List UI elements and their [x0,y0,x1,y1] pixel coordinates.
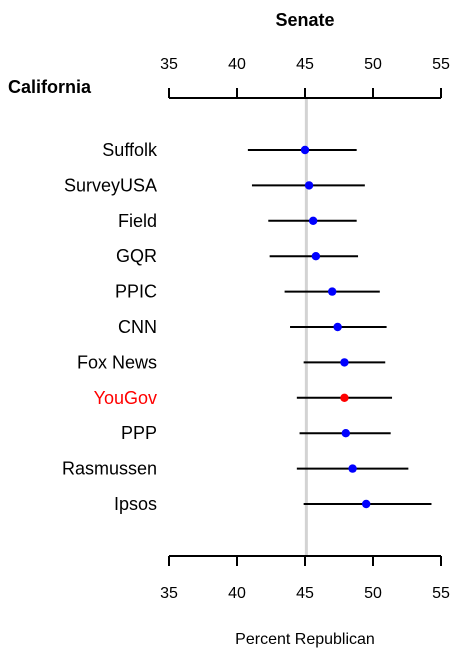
estimate-point [311,252,321,261]
pollster-label: Suffolk [102,140,158,160]
estimate-point [340,393,349,402]
bottom-axis-tick-label: 50 [364,585,382,602]
bottom-axis-tick-label: 40 [228,585,246,602]
estimate-point [362,499,371,509]
top-axis-tick-label: 50 [364,56,382,73]
pollster-label: Fox News [77,352,157,372]
bottom-axis-tick-label: 35 [160,585,178,602]
estimate-point [304,181,314,190]
pollster-label: Ipsos [114,494,157,514]
estimate-point [340,358,349,367]
chart-title: Senate [275,10,334,30]
top-axis-tick-label: 40 [228,56,246,73]
bottom-axis-tick-label: 45 [296,585,314,602]
top-axis-tick-label: 35 [160,56,178,73]
estimate-point [341,429,350,438]
pollster-label: Rasmussen [62,459,157,479]
pollster-label: PPP [121,423,157,443]
pollster-label: YouGov [94,388,157,408]
x-axis-label: Percent Republican [235,631,375,648]
estimate-point [348,464,357,473]
estimate-point [328,287,337,296]
pollster-label: GQR [116,246,157,266]
pollster-label: Field [118,211,157,231]
estimate-point [308,216,318,225]
chart-subtitle: California [8,77,92,97]
top-axis-tick-label: 45 [296,56,314,73]
pollster-label: PPIC [115,282,157,302]
estimate-point [300,145,310,155]
bottom-axis-tick-label: 55 [432,585,450,602]
top-axis-tick-label: 55 [432,56,450,73]
pollster-label: CNN [118,317,157,337]
estimate-point [333,322,342,332]
pollster-label: SurveyUSA [64,175,157,195]
